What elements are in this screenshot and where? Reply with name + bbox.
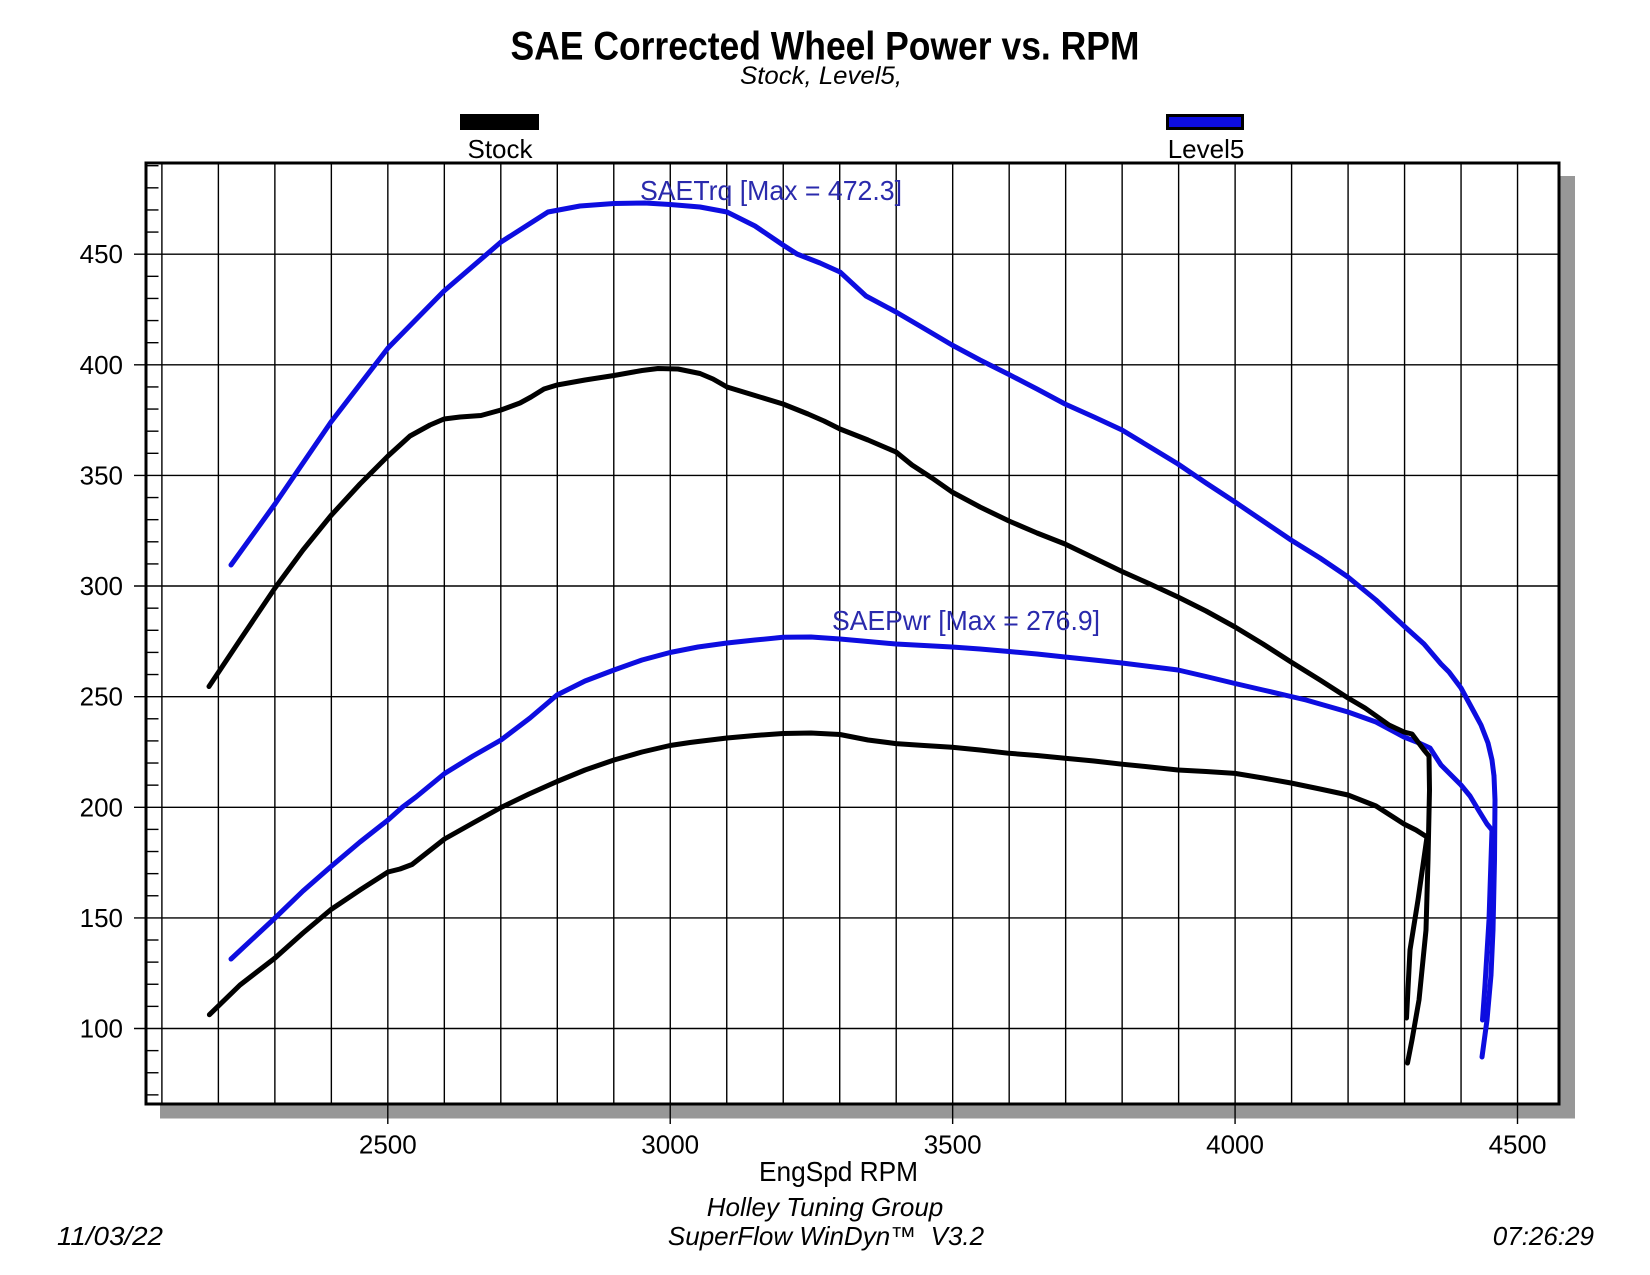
svg-text:SuperFlow WinDyn™ V3.2: SuperFlow WinDyn™ V3.2	[668, 1221, 985, 1251]
svg-text:100: 100	[80, 1014, 123, 1044]
svg-text:4500: 4500	[1489, 1130, 1547, 1160]
svg-text:SAE Corrected Wheel Power vs.: SAE Corrected Wheel Power vs. RPM	[511, 25, 1140, 69]
svg-text:Level5: Level5	[1168, 134, 1245, 164]
svg-text:3500: 3500	[924, 1130, 982, 1160]
svg-text:11/03/22: 11/03/22	[57, 1221, 164, 1251]
svg-text:400: 400	[80, 350, 123, 380]
svg-text:SAETrq [Max = 472.3]: SAETrq [Max = 472.3]	[640, 175, 902, 206]
svg-text:Stock, Level5,: Stock, Level5,	[740, 62, 902, 90]
svg-text:SAEPwr [Max = 276.9]: SAEPwr [Max = 276.9]	[832, 605, 1100, 636]
svg-text:3000: 3000	[641, 1130, 699, 1160]
svg-text:Stock: Stock	[467, 134, 533, 164]
svg-text:250: 250	[80, 682, 123, 712]
svg-text:07:26:29: 07:26:29	[1493, 1221, 1594, 1251]
svg-text:Holley Tuning Group: Holley Tuning Group	[707, 1192, 944, 1222]
svg-text:150: 150	[80, 903, 123, 933]
svg-text:2500: 2500	[359, 1130, 417, 1160]
svg-text:EngSpd RPM: EngSpd RPM	[759, 1156, 918, 1187]
svg-text:4000: 4000	[1206, 1130, 1264, 1160]
svg-text:450: 450	[80, 239, 123, 269]
svg-text:200: 200	[80, 792, 123, 822]
svg-text:300: 300	[80, 571, 123, 601]
svg-text:350: 350	[80, 460, 123, 490]
